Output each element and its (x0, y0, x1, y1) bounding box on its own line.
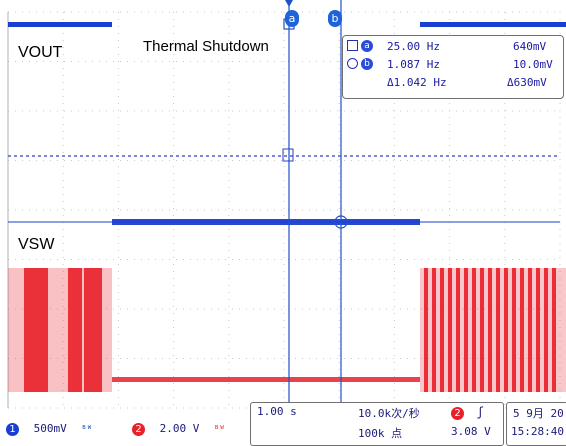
cursor-lines[interactable] (288, 0, 342, 408)
square-icon (347, 40, 358, 51)
ch2-burst-right-pulse (448, 268, 452, 392)
trigger-level: 3.08 V (451, 425, 491, 438)
ch1-high-right (420, 22, 566, 27)
timebase-scale: 1.00 s (257, 405, 297, 418)
ch2-burst-right-pulse (464, 268, 468, 392)
ch2-low-segment (112, 377, 420, 382)
time-display: 15:28:40 (511, 425, 564, 438)
dc-coupling-icon: ᴮᵂ (81, 425, 93, 435)
ch1-scale-readout[interactable]: 1 500mV ᴮᵂ (6, 422, 92, 436)
cursor-delta-frequency: Δ1.042 Hz (387, 76, 447, 89)
ch2-label: VSW (18, 236, 55, 253)
trigger-source-icon: 2 (451, 406, 464, 420)
ch1-badge-icon: 1 (6, 422, 19, 436)
ch2-vsw-trace (8, 268, 566, 392)
trigger-readout[interactable]: 2 ʃ (451, 405, 484, 420)
cursor-b-handle[interactable]: b (328, 10, 342, 27)
ch2-burst-right-pulse (488, 268, 492, 392)
trigger-slope-icon: ʃ (476, 405, 484, 419)
cursor-a-handle[interactable]: a (285, 10, 299, 27)
ch2-scale-readout[interactable]: 2 2.00 V ᴮᵂ (132, 422, 225, 436)
cursor-a-frequency: 25.00 Hz (387, 40, 440, 53)
trigger-position-icon (285, 0, 293, 7)
datetime-readout: 5 9月 20 15:28:40 (506, 402, 566, 446)
cursor-delta-voltage: Δ630mV (507, 76, 547, 89)
cursor-a-voltage: 640mV (513, 40, 547, 53)
record-length: 100k 点 (358, 427, 403, 440)
ch2-burst-right-envelope (420, 268, 566, 392)
ch2-burst-right-pulse (528, 268, 532, 392)
cursor-markers (283, 0, 348, 229)
ch2-burst-right-pulse (504, 268, 508, 392)
ch2-burst-right-pulse (472, 268, 476, 392)
ch2-burst-right-pulse (544, 268, 548, 392)
ch2-burst-right-pulse (440, 268, 444, 392)
sample-rate: 10.0k次/秒 (358, 407, 420, 420)
cursor-b-frequency: 1.087 Hz (387, 58, 440, 71)
ch2-burst-left-pulse (24, 268, 38, 392)
ch1-vout-trace (8, 22, 566, 225)
ch2-burst-right-pulse (456, 268, 460, 392)
annotation-title: Thermal Shutdown (143, 38, 269, 55)
ch2-burst-left-pulse (68, 268, 82, 392)
status-bar: 1 500mV ᴮᵂ 2 2.00 V ᴮᵂ 1.00 s 10.0k次/秒 1… (0, 402, 566, 446)
center-marker-square (282, 148, 294, 162)
ch2-burst-right-pulse (480, 268, 484, 392)
dc-coupling-icon: ᴮᵂ (214, 425, 225, 435)
ch1-high-left (8, 22, 112, 27)
horizontal-readout[interactable]: 1.00 s 10.0k次/秒 100k 点 2 ʃ 3.08 V (250, 402, 504, 446)
cursor-b-voltage: 10.0mV (513, 58, 553, 71)
ch1-scale: 500mV (33, 422, 67, 435)
ch2-badge-icon: 2 (132, 422, 145, 436)
ch2-burst-right-pulse (536, 268, 540, 392)
date-display: 5 9月 20 (513, 407, 564, 420)
graticule-center-axes (8, 148, 560, 162)
ch2-burst-left-pulse (38, 268, 48, 392)
cursor-a-icon: a (361, 40, 373, 52)
ch2-burst-right-pulse (520, 268, 524, 392)
ch2-scale: 2.00 V (159, 422, 200, 435)
ch2-burst-right-pulse (552, 268, 556, 392)
circle-icon (347, 58, 358, 69)
cursor-b-icon: b (361, 58, 373, 70)
ch2-burst-right-pulse (424, 268, 428, 392)
ch2-burst-right-pulse (496, 268, 500, 392)
ch2-burst-left-pulse (84, 268, 102, 392)
ch2-burst-right-pulse (512, 268, 516, 392)
ch2-burst-right-pulse (432, 268, 436, 392)
cursor-readout-panel: a 25.00 Hz 640mV b 1.087 Hz 10.0mV Δ1.04… (342, 35, 564, 99)
ch1-label: VOUT (18, 44, 63, 61)
circle-icon (334, 215, 348, 229)
